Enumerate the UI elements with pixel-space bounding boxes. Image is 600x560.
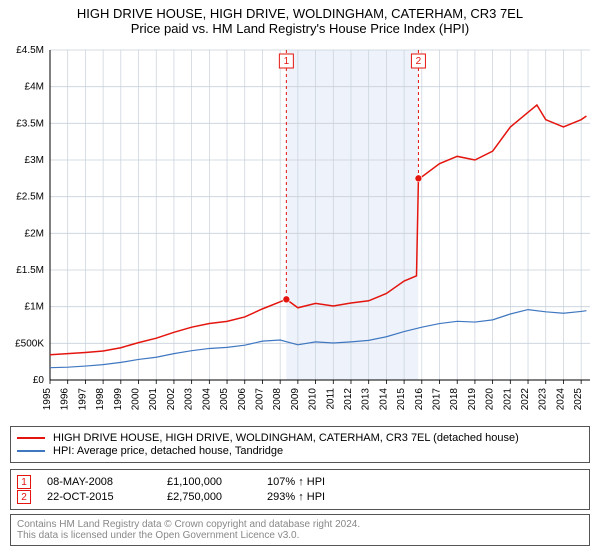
svg-text:2010: 2010 bbox=[308, 388, 319, 411]
sale-date: 22-OCT-2015 bbox=[47, 491, 167, 503]
sales-events: 1 08-MAY-2008£1,100,000107% ↑ HPI 2 22-OCT-… bbox=[10, 469, 590, 510]
svg-text:2004: 2004 bbox=[201, 388, 212, 411]
svg-text:1997: 1997 bbox=[77, 388, 88, 411]
svg-text:2014: 2014 bbox=[378, 388, 389, 411]
svg-text:£4M: £4M bbox=[25, 82, 44, 93]
svg-text:2025: 2025 bbox=[573, 388, 584, 411]
svg-text:2006: 2006 bbox=[237, 388, 248, 411]
footer-line2: This data is licensed under the Open Gov… bbox=[17, 530, 583, 541]
legend-swatch bbox=[17, 450, 45, 452]
svg-text:1995: 1995 bbox=[42, 388, 53, 411]
sale-marker: 2 bbox=[17, 490, 31, 504]
svg-text:2016: 2016 bbox=[414, 388, 425, 411]
svg-text:2020: 2020 bbox=[485, 388, 496, 411]
legend-label: HIGH DRIVE HOUSE, HIGH DRIVE, WOLDINGHAM… bbox=[53, 432, 519, 444]
svg-text:2: 2 bbox=[416, 56, 422, 67]
sale-hpi: 293% ↑ HPI bbox=[267, 491, 357, 503]
sale-price: £2,750,000 bbox=[167, 491, 267, 503]
svg-text:2005: 2005 bbox=[219, 388, 230, 411]
sale-marker: 1 bbox=[17, 475, 31, 489]
svg-text:2002: 2002 bbox=[166, 388, 177, 411]
svg-text:£4.5M: £4.5M bbox=[16, 45, 44, 56]
footer-line1: Contains HM Land Registry data © Crown c… bbox=[17, 519, 583, 530]
svg-text:2008: 2008 bbox=[272, 388, 283, 411]
svg-text:2012: 2012 bbox=[343, 388, 354, 411]
svg-text:£1.5M: £1.5M bbox=[16, 265, 44, 276]
svg-text:2022: 2022 bbox=[520, 388, 531, 411]
legend-item: HPI: Average price, detached house, Tand… bbox=[17, 445, 583, 457]
svg-text:2003: 2003 bbox=[184, 388, 195, 411]
svg-text:2021: 2021 bbox=[502, 388, 513, 411]
svg-text:2013: 2013 bbox=[361, 388, 372, 411]
svg-text:2007: 2007 bbox=[254, 388, 265, 411]
svg-text:2024: 2024 bbox=[555, 388, 566, 411]
svg-text:£1M: £1M bbox=[25, 302, 44, 313]
svg-text:2017: 2017 bbox=[432, 388, 443, 411]
chart-header: HIGH DRIVE HOUSE, HIGH DRIVE, WOLDINGHAM… bbox=[0, 0, 600, 40]
chart-subtitle: Price paid vs. HM Land Registry's House … bbox=[10, 21, 590, 36]
svg-text:1: 1 bbox=[284, 56, 290, 67]
svg-text:£500K: £500K bbox=[15, 338, 44, 349]
svg-text:2001: 2001 bbox=[148, 388, 159, 411]
svg-text:2015: 2015 bbox=[396, 388, 407, 411]
svg-text:1999: 1999 bbox=[113, 388, 124, 411]
svg-text:2023: 2023 bbox=[538, 388, 549, 411]
sale-row: 1 08-MAY-2008£1,100,000107% ↑ HPI bbox=[17, 475, 583, 489]
svg-text:£2.5M: £2.5M bbox=[16, 192, 44, 203]
svg-text:2011: 2011 bbox=[325, 388, 336, 410]
sale-date: 08-MAY-2008 bbox=[47, 476, 167, 488]
svg-text:£0: £0 bbox=[33, 375, 45, 386]
sale-row: 2 22-OCT-2015£2,750,000293% ↑ HPI bbox=[17, 490, 583, 504]
legend-swatch bbox=[17, 437, 45, 439]
price-chart: £0 £500K £1M £1.5M £2M £2.5M £3M £3.5M £4M £4.5M 1… bbox=[0, 40, 600, 420]
svg-text:1996: 1996 bbox=[60, 388, 71, 411]
svg-text:2000: 2000 bbox=[131, 388, 142, 411]
svg-text:1998: 1998 bbox=[95, 388, 106, 411]
sale-price: £1,100,000 bbox=[167, 476, 267, 488]
svg-text:£3.5M: £3.5M bbox=[16, 118, 44, 129]
legend-label: HPI: Average price, detached house, Tand… bbox=[53, 445, 283, 457]
svg-text:2018: 2018 bbox=[449, 388, 460, 411]
legend: HIGH DRIVE HOUSE, HIGH DRIVE, WOLDINGHAM… bbox=[10, 426, 590, 463]
svg-text:£2M: £2M bbox=[25, 228, 44, 239]
legend-item: HIGH DRIVE HOUSE, HIGH DRIVE, WOLDINGHAM… bbox=[17, 432, 583, 444]
svg-text:2009: 2009 bbox=[290, 388, 301, 411]
sale-hpi: 107% ↑ HPI bbox=[267, 476, 357, 488]
svg-text:£3M: £3M bbox=[25, 155, 44, 166]
footer-attribution: Contains HM Land Registry data © Crown c… bbox=[10, 514, 590, 546]
chart-title: HIGH DRIVE HOUSE, HIGH DRIVE, WOLDINGHAM… bbox=[10, 6, 590, 21]
chart-area: £0 £500K £1M £1.5M £2M £2.5M £3M £3.5M £4M £4.5M 1… bbox=[0, 40, 600, 420]
svg-text:2019: 2019 bbox=[467, 388, 478, 411]
